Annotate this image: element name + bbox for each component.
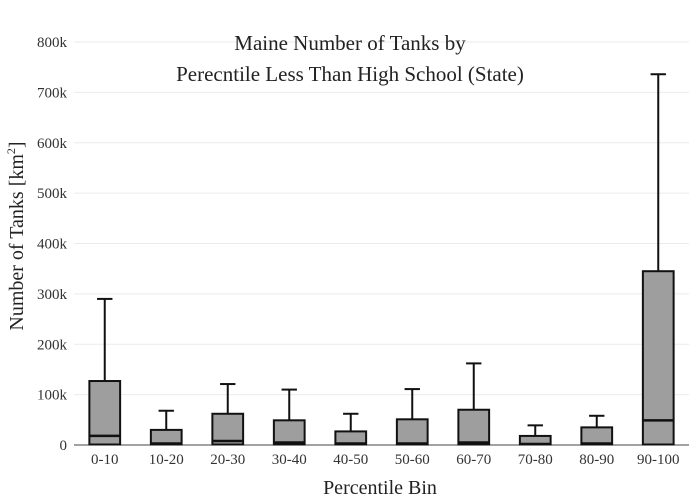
iqr-box <box>641 270 675 446</box>
box-80-90 <box>580 414 614 446</box>
box-30-40 <box>272 388 306 446</box>
x-tick-labels: 0-10 10-20 20-30 30-40 40-50 50-60 60-70 70-80 8… <box>91 452 680 468</box>
x-tick-label: 20-30 <box>210 452 245 468</box>
grid-layer <box>74 41 689 446</box>
y-axis-title-main: Number of Tanks [km <box>6 154 28 331</box>
x-tick-label: 50-60 <box>395 452 430 468</box>
iqr-box <box>88 380 122 446</box>
x-tick-label: 40-50 <box>333 452 368 468</box>
y-tick-label: 500k <box>37 186 68 202</box>
y-tick-label: 400k <box>37 237 68 253</box>
chart-title-line-2: Perecntile Less Than High School (State) <box>176 62 524 86</box>
x-tick-label: 60-70 <box>456 452 491 468</box>
box-layer <box>88 73 675 446</box>
x-tick-label: 0-10 <box>91 452 119 468</box>
box-20-30 <box>211 383 245 446</box>
y-tick-label: 700k <box>37 85 68 101</box>
chart-title-line-1: Maine Number of Tanks by <box>234 31 466 55</box>
iqr-box <box>272 419 306 446</box>
y-tick-label: 100k <box>37 388 68 404</box>
box-10-20 <box>149 409 183 446</box>
x-tick-label: 70-80 <box>518 452 553 468</box>
y-tick-label: 600k <box>37 136 68 152</box>
y-axis-title: Number of Tanks [km2] <box>4 141 28 330</box>
y-axis-title-close: ] <box>6 141 28 148</box>
box-40-50 <box>334 412 368 446</box>
y-tick-labels: 0 100k 200k 300k 400k 500k 600k 700k 800k <box>37 35 68 454</box>
x-tick-label: 10-20 <box>149 452 184 468</box>
y-tick-label: 800k <box>37 35 68 51</box>
x-tick-label: 80-90 <box>579 452 614 468</box>
y-axis-title-superscript: 2 <box>4 148 18 154</box>
box-90-100 <box>641 73 675 446</box>
box-0-10 <box>88 297 122 446</box>
y-tick-label: 200k <box>37 337 68 353</box>
iqr-box <box>395 418 429 446</box>
iqr-box <box>580 426 614 446</box>
iqr-box <box>211 412 245 446</box>
iqr-box <box>457 408 491 446</box>
box-60-70 <box>457 362 491 446</box>
box-50-60 <box>395 388 429 446</box>
y-tick-label: 300k <box>37 287 68 303</box>
x-tick-label: 90-100 <box>637 452 680 468</box>
x-axis-title: Percentile Bin <box>323 477 437 499</box>
box-70-80 <box>518 424 552 446</box>
x-tick-label: 30-40 <box>272 452 307 468</box>
y-tick-label: 0 <box>60 438 68 454</box>
